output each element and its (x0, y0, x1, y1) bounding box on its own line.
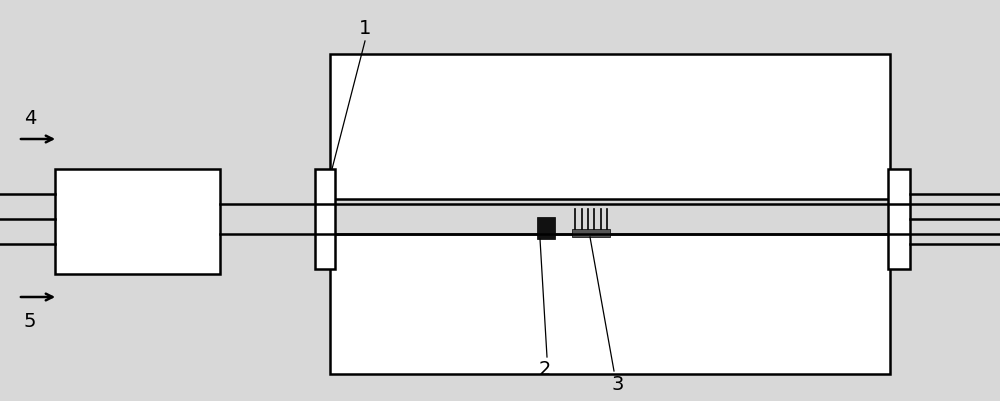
Text: 5: 5 (24, 312, 36, 331)
Bar (55, 170, 220, 274)
Text: 2: 2 (539, 360, 551, 379)
Text: 1: 1 (359, 18, 371, 37)
Bar (888, 170, 910, 269)
Bar (572, 229, 610, 237)
Bar (315, 170, 335, 269)
Bar (537, 217, 555, 239)
Bar (330, 55, 890, 200)
Text: 3: 3 (612, 375, 624, 393)
Text: 4: 4 (24, 108, 36, 127)
Bar (330, 235, 890, 374)
